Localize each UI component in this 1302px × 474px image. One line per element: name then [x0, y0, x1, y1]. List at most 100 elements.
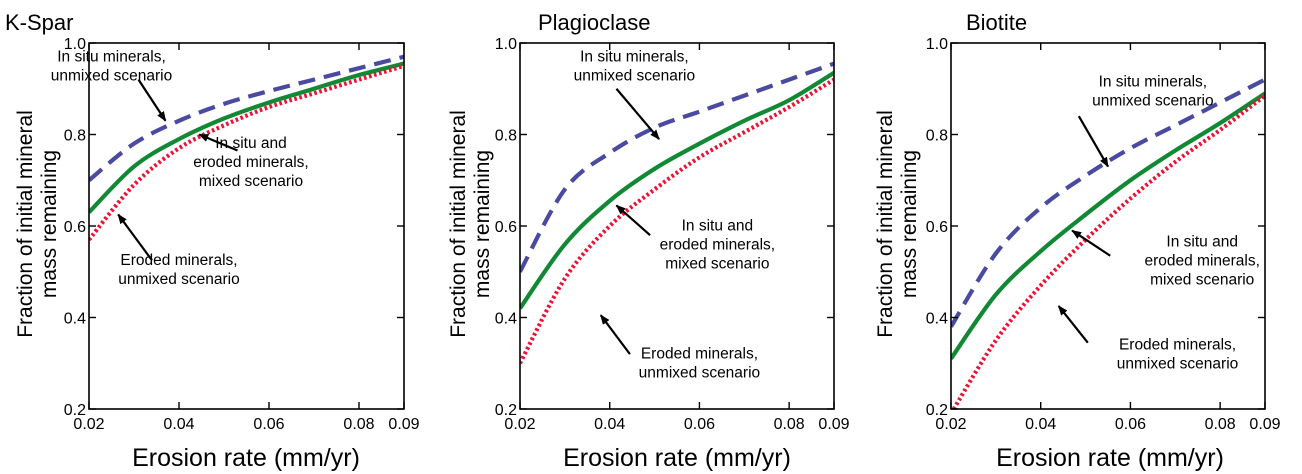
y-axis-label: mass remaining — [38, 150, 61, 298]
annotation-text: eroded minerals, — [193, 154, 308, 171]
annotation-text: mixed scenario — [665, 256, 769, 273]
annotation-text: In situ and — [215, 135, 287, 152]
y-tick-label: 1.0 — [495, 36, 517, 53]
annotation-mixed: In situ and eroded minerals, mixed scenari… — [1071, 229, 1260, 289]
y-tick-label: 0.8 — [64, 128, 86, 145]
annotation-in-situ-unmixed: In situ minerals, unmixed scenario — [574, 48, 695, 140]
annotation-text: unmixed scenario — [118, 271, 239, 288]
annotation-mixed: In situ and eroded minerals, mixed scenari… — [615, 204, 775, 273]
annotation-arrow — [1077, 115, 1109, 168]
x-tick-label: 0.04 — [594, 416, 625, 433]
series-group — [520, 61, 834, 365]
series-line-mixed — [951, 91, 1265, 360]
series-line-in-situ-unmixed — [520, 61, 834, 273]
y-axis-label: Fraction of initial mineral — [14, 110, 37, 338]
y-tick-label: 0.4 — [926, 311, 948, 328]
x-tick-label: 0.02 — [935, 416, 966, 433]
chart-panel-plagioclase: Plagioclase Fraction of initial mineral … — [447, 10, 850, 472]
series-line-in-situ-unmixed — [951, 77, 1265, 328]
annotation-eroded-unmixed: Eroded minerals, unmixed scenario — [1057, 305, 1238, 373]
plot-frame — [88, 42, 405, 410]
y-tick-label: 0.4 — [495, 311, 517, 328]
y-tick-label: 0.8 — [926, 128, 948, 145]
x-tick-label: 0.09 — [818, 416, 849, 433]
annotation-arrow — [615, 204, 651, 236]
x-tick-label: 0.04 — [163, 416, 194, 433]
series-group — [89, 54, 404, 242]
y-axis-label: mass remaining — [471, 150, 494, 298]
x-tick-label: 0.04 — [1025, 416, 1056, 433]
annotation-text: In situ minerals, — [1099, 73, 1208, 90]
chart-panel-biotite: Biotite Fraction of initial mineral mass… — [874, 10, 1281, 472]
y-tick-label: 0.2 — [926, 402, 948, 419]
panel-title: Plagioclase — [538, 10, 651, 35]
y-tick-label: 1.0 — [64, 36, 86, 53]
y-tick-label: 0.6 — [495, 219, 517, 236]
y-axis-label: mass remaining — [898, 150, 921, 298]
chart-panel-kspar: K-Spar Fraction of initial mineral mass … — [5, 10, 420, 472]
y-tick-label: 0.4 — [64, 311, 86, 328]
annotation-text: eroded minerals, — [1144, 253, 1259, 270]
y-tick-label: 1.0 — [926, 36, 948, 53]
annotation-eroded-unmixed: Eroded minerals, unmixed scenario — [117, 213, 240, 288]
annotation-text: Eroded minerals, — [641, 346, 758, 363]
x-tick-label: 0.09 — [388, 416, 419, 433]
x-tick-label: 0.02 — [504, 416, 535, 433]
series-line-mixed — [520, 70, 834, 310]
annotation-arrow — [599, 314, 631, 355]
x-axis-label: Erosion rate (mm/yr) — [132, 444, 360, 472]
annotation-text: mixed scenario — [1150, 272, 1254, 289]
panel-title: K-Spar — [5, 10, 73, 35]
plot-area: 0.02 0.04 0.06 0.08 0.09 0.2 0.4 0.6 0.8 1.0 In si… — [926, 36, 1281, 433]
x-tick-label: 0.08 — [774, 416, 805, 433]
x-tick-label: 0.06 — [1115, 416, 1146, 433]
annotation-text: In situ minerals, — [57, 48, 166, 65]
series-group — [951, 77, 1265, 409]
y-tick-label: 0.6 — [64, 219, 86, 236]
x-axis-label: Erosion rate (mm/yr) — [563, 444, 791, 472]
annotation-text: eroded minerals, — [660, 237, 775, 254]
x-tick-label: 0.09 — [1249, 416, 1280, 433]
y-axis-label: Fraction of initial mineral — [447, 110, 470, 338]
annotation-arrow — [615, 88, 660, 140]
plot-area: 0.02 0.04 0.06 0.08 0.09 0.2 0.4 0.6 0.8 1.0 In si… — [495, 36, 850, 433]
annotation-text: In situ and — [1166, 234, 1238, 251]
annotation-eroded-unmixed: Eroded minerals, unmixed scenario — [599, 314, 760, 382]
annotation-arrow — [1057, 305, 1089, 344]
series-line-eroded-unmixed — [89, 63, 404, 242]
annotation-arrow — [1071, 229, 1111, 257]
x-tick-label: 0.02 — [73, 416, 104, 433]
y-axis-label: Fraction of initial mineral — [874, 110, 897, 338]
annotation-text: unmixed scenario — [1117, 356, 1238, 373]
annotation-arrow — [137, 78, 167, 122]
x-tick-label: 0.08 — [343, 416, 374, 433]
series-line-mixed — [89, 61, 404, 214]
annotation-in-situ-unmixed: In situ minerals, unmixed scenario — [1077, 73, 1214, 168]
annotation-text: In situ and — [682, 218, 754, 235]
annotation-text: Eroded minerals, — [120, 252, 237, 269]
annotation-text: unmixed scenario — [639, 365, 760, 382]
annotation-text: In situ minerals, — [580, 48, 689, 65]
x-axis-label: Erosion rate (mm/yr) — [996, 444, 1224, 472]
annotation-in-situ-unmixed: In situ minerals, unmixed scenario — [51, 48, 172, 122]
x-tick-label: 0.06 — [253, 416, 284, 433]
y-tick-label: 0.2 — [495, 402, 517, 419]
annotation-text: unmixed scenario — [1092, 92, 1213, 109]
annotation-arrow — [117, 213, 153, 261]
series-line-in-situ-unmixed — [89, 54, 404, 182]
annotation-arrow — [198, 133, 238, 152]
annotation-mixed: In situ and eroded minerals, mixed scenari… — [193, 133, 309, 190]
y-tick-label: 0.8 — [495, 128, 517, 145]
y-tick-label: 0.2 — [64, 402, 86, 419]
annotation-text: mixed scenario — [199, 173, 303, 190]
annotation-text: Eroded minerals, — [1119, 337, 1236, 354]
series-line-eroded-unmixed — [951, 93, 1265, 409]
x-tick-label: 0.06 — [684, 416, 715, 433]
x-tick-label: 0.08 — [1205, 416, 1236, 433]
y-tick-label: 0.6 — [926, 219, 948, 236]
annotation-text: unmixed scenario — [51, 67, 172, 84]
panel-title: Biotite — [966, 10, 1027, 35]
series-line-eroded-unmixed — [520, 77, 834, 365]
plot-area: 0.02 0.04 0.06 0.08 0.090.20.40.60.81.0In si… — [51, 36, 420, 433]
